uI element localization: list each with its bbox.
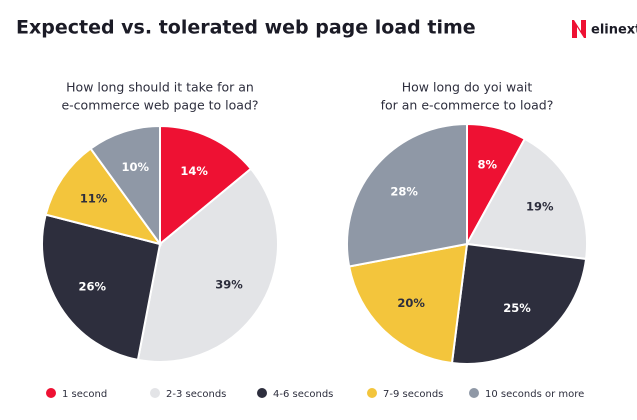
value-label: 25% — [503, 301, 531, 315]
value-label: 20% — [397, 296, 425, 310]
value-label: 8% — [478, 157, 498, 171]
legend-swatch — [46, 388, 56, 398]
value-label: 10% — [121, 160, 149, 174]
value-label: 14% — [180, 164, 208, 178]
legend-label: 1 second — [62, 389, 107, 400]
logo-icon — [572, 20, 586, 38]
value-label: 26% — [78, 279, 106, 293]
logo-text: elinext — [591, 23, 637, 38]
pie-title: for an e-commerce to load? — [381, 98, 554, 113]
legend-swatch — [469, 388, 479, 398]
pie-slice — [44, 147, 163, 246]
pie-slice — [346, 122, 468, 268]
pie-title: How long should it take for an — [66, 80, 254, 95]
legend-swatch — [367, 388, 377, 398]
pie-slice — [89, 124, 161, 248]
pie-slice — [159, 124, 253, 247]
legend-swatch — [150, 388, 160, 398]
value-label: 39% — [215, 277, 243, 291]
logo: elinext — [572, 20, 637, 38]
legend-swatch — [257, 388, 267, 398]
pie-slice — [41, 213, 162, 362]
pie-slice — [136, 167, 279, 363]
value-label: 11% — [80, 191, 108, 205]
value-label: 28% — [390, 184, 418, 198]
legend-label: 2-3 seconds — [166, 389, 226, 400]
pie-slice — [465, 137, 588, 261]
legend-label: 10 seconds or more — [485, 389, 584, 400]
value-label: 19% — [526, 199, 554, 213]
page-title: Expected vs. tolerated web page load tim… — [16, 17, 476, 39]
pie-slice — [450, 242, 588, 365]
pie-title: e-commerce web page to load? — [61, 98, 258, 113]
legend-label: 4-6 seconds — [273, 389, 333, 400]
legend-label: 7-9 seconds — [383, 389, 443, 400]
pie-slice — [347, 242, 469, 365]
pie-title: How long do yoi wait — [402, 80, 533, 95]
